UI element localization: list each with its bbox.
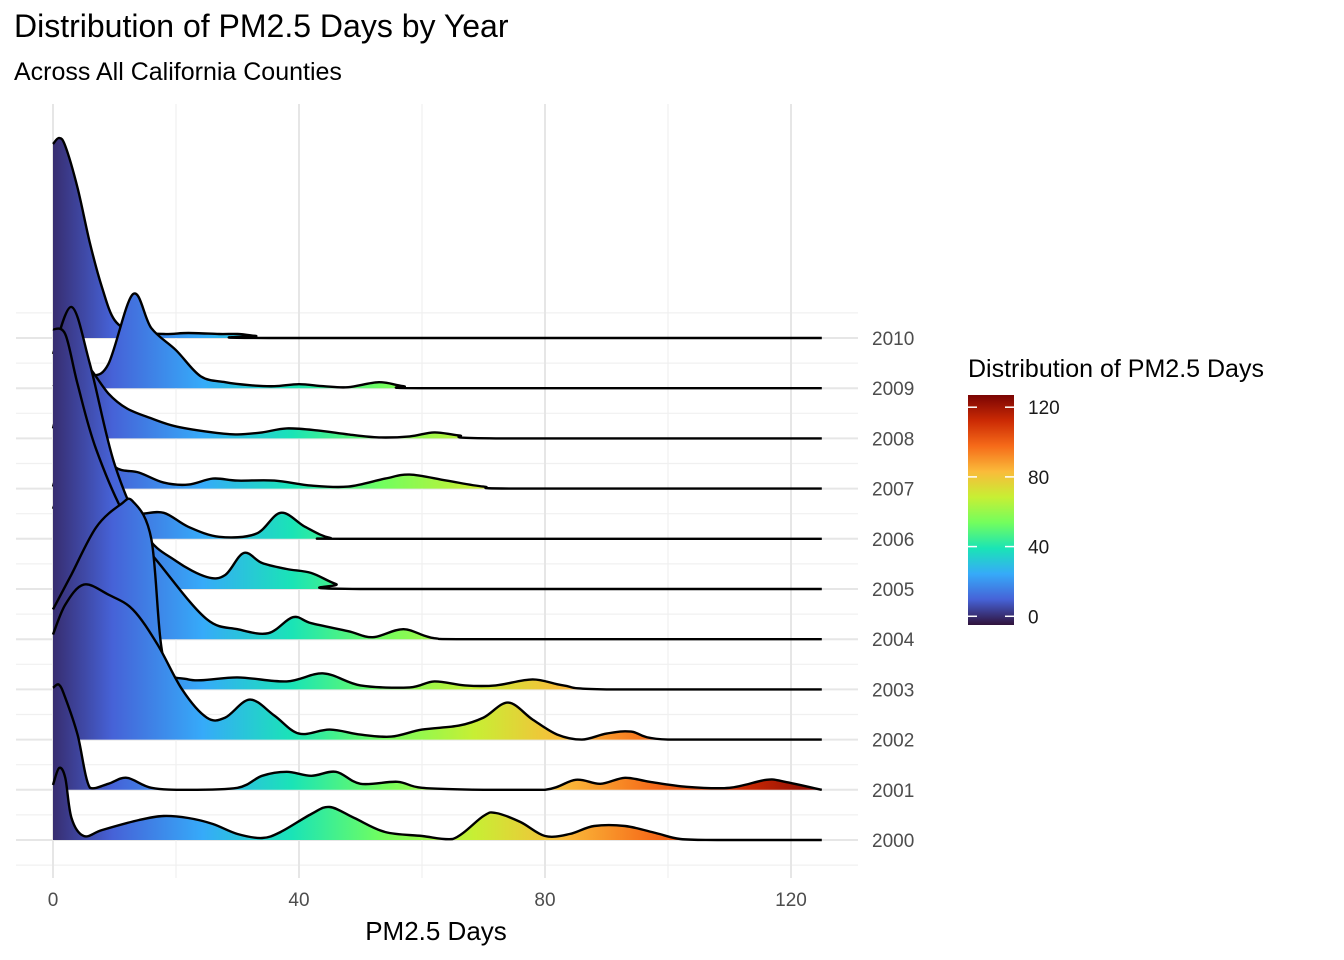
ridge-line-2009	[52, 292, 822, 390]
ridge-line-2002	[51, 583, 822, 741]
chart-title: Distribution of PM2.5 Days by Year	[14, 8, 509, 44]
y-tick-label: 2010	[872, 329, 914, 350]
legend: Distribution of PM2.5 Days 0 40 80 120	[968, 355, 1264, 628]
y-tick-label: 2001	[872, 781, 914, 802]
y-tick-label: 2005	[872, 580, 914, 601]
x-axis-title: PM2.5 Days	[365, 916, 507, 946]
ridge-2009	[52, 292, 822, 390]
y-tick-label: 2003	[872, 680, 914, 701]
y-tick-label: 2000	[872, 831, 914, 852]
legend-colorbar	[968, 395, 1014, 625]
ridges	[51, 136, 823, 842]
legend-tick-label: 40	[1028, 538, 1049, 559]
legend-title: Distribution of PM2.5 Days	[968, 355, 1264, 383]
x-tick-label: 40	[288, 890, 309, 911]
ridge-fill-2009	[53, 293, 822, 389]
ridge-line-2003	[51, 497, 822, 691]
y-tick-label: 2002	[872, 731, 914, 752]
ridge-line-2004	[52, 327, 822, 641]
legend-tick-label: 0	[1028, 607, 1039, 628]
ridge-fill-2002	[53, 584, 822, 740]
ridge-2008	[51, 358, 822, 440]
y-tick-label: 2008	[872, 429, 914, 450]
y-tick-label: 2007	[872, 480, 914, 501]
x-axis-labels: 0 40 80 120	[48, 890, 807, 911]
ridge-line-2005	[51, 305, 822, 591]
y-tick-label: 2009	[872, 379, 914, 400]
ridge-2002	[51, 583, 822, 741]
ridge-line-2000	[51, 766, 822, 842]
ridge-line-2010	[52, 136, 822, 340]
legend-tick-label: 120	[1028, 398, 1060, 419]
y-tick-label: 2004	[872, 630, 915, 651]
ridge-fill-2008	[53, 359, 822, 439]
x-tick-label: 0	[48, 890, 59, 911]
ridge-fill-2000	[53, 767, 822, 840]
x-tick-label: 120	[775, 890, 807, 911]
ridge-2001	[52, 683, 823, 791]
y-axis-labels: 2000 2001 2002 2003 2004 2005 2006 2007 2008 2009…	[872, 329, 915, 852]
legend-ticks: 0 40 80 120	[968, 398, 1060, 628]
y-tick-label: 2006	[872, 530, 914, 551]
grid-lines	[16, 104, 858, 878]
ridge-2010	[52, 136, 822, 340]
ridge-line-2001	[52, 683, 823, 791]
ridge-2000	[51, 766, 822, 842]
legend-tick-label: 80	[1028, 468, 1049, 489]
ridge-line-2008	[51, 358, 822, 440]
x-tick-label: 80	[534, 890, 555, 911]
ridge-fill-2007	[53, 426, 822, 489]
chart-subtitle: Across All California Counties	[14, 58, 342, 86]
ridge-fill-2010	[53, 137, 822, 338]
